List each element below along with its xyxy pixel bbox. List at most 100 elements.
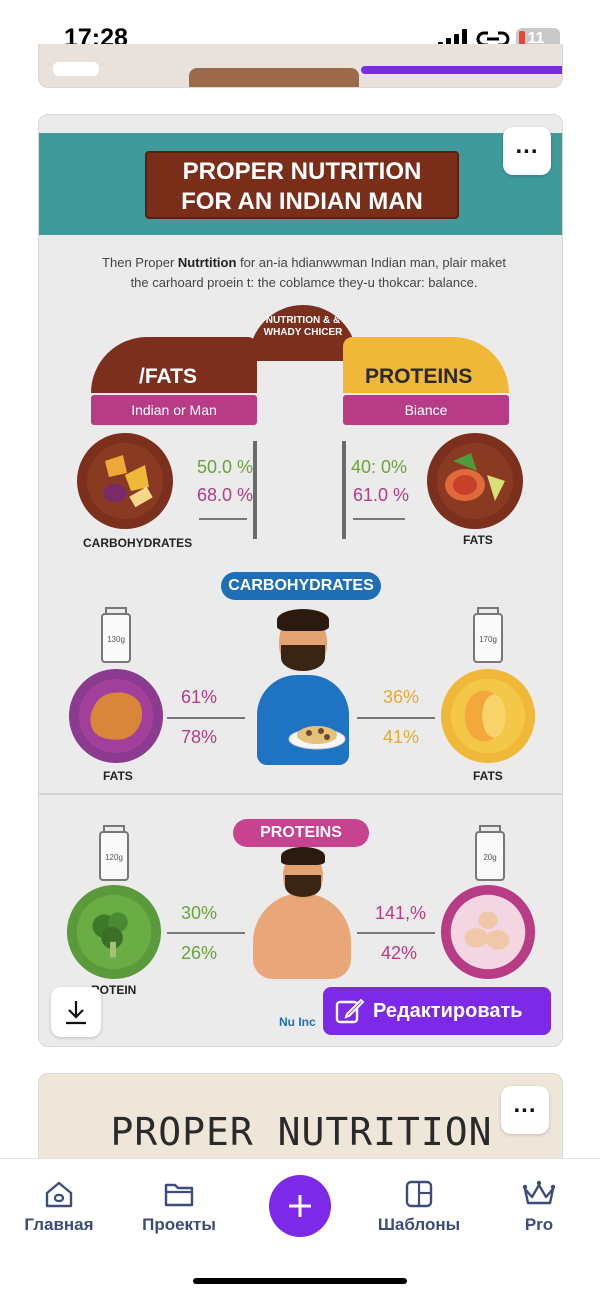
s1-right-pct-2: 61.0 % [353,485,410,505]
more-icon: ... [513,1091,537,1118]
more-icon: ... [515,132,539,159]
previous-template-card[interactable] [38,44,563,88]
home-indicator [193,1278,407,1284]
protein-plate-label: ROTEIN [91,983,137,997]
fats-banner [91,337,257,393]
battery-text: 11 [527,30,545,47]
carbs-plate-icon [77,433,173,529]
tab-projects[interactable]: Проекты [124,1179,234,1235]
s3-right-pct-1: 141,% [375,903,427,923]
s1-left-pct-1: 50.0 % [197,457,254,477]
folder-icon [164,1183,194,1207]
s3-left-pct-2: 26% [181,943,218,963]
jar-lid [103,825,125,833]
plus-icon [289,1195,311,1217]
fats-plate-label-1: FATS [463,533,493,547]
jar-right-1-label: 170g [479,635,497,644]
s2-left-pct-1: 61% [181,687,218,707]
s3-left-pct-1: 30% [181,903,218,923]
proteins-banner [343,337,509,393]
home-icon [45,1181,73,1208]
edit-button[interactable]: Редактировать [323,987,551,1035]
proteins-ribbon: Biance [343,395,509,425]
infographic-title: PROPER NUTRITION FOR AN INDIAN MAN [145,151,459,219]
jar-left-1-label: 130g [107,635,125,644]
center-arch-text: NUTRITION & & WHADY CHICER [263,315,343,338]
man-hair-2 [281,847,325,865]
jar-left-2-label: 120g [105,853,123,862]
s3-right-pct-2: 42% [381,943,418,963]
more-options-button[interactable]: ... [503,127,551,175]
s2-right-arrow [357,717,435,719]
s1-left-pct-2: 68.0 % [197,485,254,505]
fats-ribbon: Indian or Man [91,395,257,425]
eggs-plate-icon [440,884,536,980]
proteins-pill: PROTEINS [233,819,369,847]
jar-lid [477,607,499,615]
s1-right-divider [342,441,346,539]
s2-right-pct-1: 36% [383,687,420,707]
mango-plate-icon [440,668,536,764]
man-torso [253,893,351,979]
fruit-plate-icon [427,433,523,529]
s2-left-pct-2: 78% [181,727,218,747]
create-button[interactable] [269,1175,331,1237]
tab-home[interactable]: Главная [4,1179,114,1235]
man-beard [281,645,325,671]
next-card-more-button[interactable]: ... [501,1086,549,1134]
previous-card-edit-button [361,66,562,74]
proteins-banner-label: PROTEINS [365,365,473,388]
jar-right-1: 170g [473,607,503,663]
previous-card-button [53,62,99,76]
tab-templates[interactable]: Шаблоны [364,1179,474,1235]
jar-lid [479,825,501,833]
battery-level [519,31,525,47]
next-card-title: PROPER NUTRITION [110,1110,493,1154]
s3-left-arrow [167,932,245,934]
s2-right-pct-2: 41% [383,727,420,747]
previous-card-image-part [189,68,359,87]
tab-pro-label: Pro [524,1215,554,1234]
title-line-1: PROPER NUTRITION [182,158,422,185]
s1-left-arrow [199,518,247,520]
intro-bold: Nutrtition [177,255,237,270]
carbohydrates-pill: CARBOHYDRATES [221,572,381,600]
fats-plate-label-3: FATS [473,769,503,783]
s2-left-arrow [167,717,245,719]
tab-pro[interactable]: Pro [484,1179,594,1235]
s1-right-arrow [353,518,405,520]
edit-icon [335,998,365,1024]
templates-icon [405,1180,433,1208]
intro-line-2: the carhoard proein t: the coblamce they… [130,275,478,290]
tab-projects-label: Проекты [142,1215,216,1234]
jar-left-1: 130g [101,607,131,663]
intro-text: Then Proper Nutrtition for an-ia hdianww… [69,253,539,293]
fats-plate-label-2: FATS [103,769,133,783]
brand-logo: Nu Inc [279,1015,316,1029]
crown-icon [522,1180,556,1205]
plate-of-food-icon [288,726,346,750]
s1-left-divider [253,441,257,539]
man-hair [277,609,329,631]
download-icon [66,1001,86,1025]
jar-left-2: 120g [99,825,129,881]
s1-right-pct-1: 40: 0% [351,457,408,477]
man-shirt [257,675,349,765]
fats-banner-label: /FATS [139,365,197,388]
section-divider [39,793,562,795]
intro-pre: Then Proper [102,255,178,270]
intro-post: for an-ia hdianwwman Indian man, plair m… [236,255,506,270]
tab-templates-label: Шаблоны [377,1215,461,1234]
man-beard-2 [285,875,321,897]
title-line-2: FOR AN INDIAN MAN [181,188,423,215]
bottom-tab-bar: Главная Проекты Шаблоны Pro [0,1158,600,1297]
meat-plate-icon [68,668,164,764]
download-button[interactable] [51,987,101,1037]
s3-right-arrow [357,932,435,934]
carbs-plate-label: CARBOHYDRATES [83,536,193,550]
broccoli-plate-icon [66,884,162,980]
tab-home-label: Главная [24,1215,94,1234]
edit-button-label: Редактировать [373,999,523,1022]
template-card[interactable]: PROPER NUTRITION FOR AN INDIAN MAN ... T… [38,114,563,1047]
jar-right-2: 20g [475,825,505,881]
